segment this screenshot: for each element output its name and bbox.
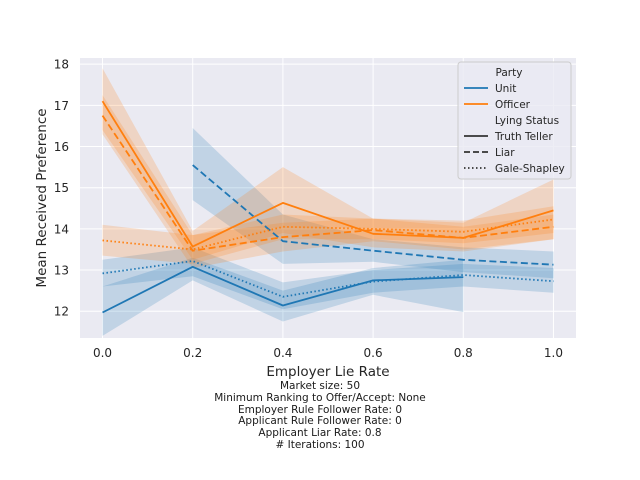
y-tick-label: 18 bbox=[54, 58, 69, 72]
y-axis-label: Mean Received Preference bbox=[34, 108, 50, 287]
line-unit-truth-teller bbox=[102, 265, 464, 314]
caption-iterations: # Iterations: 100 bbox=[275, 438, 365, 451]
legend-style-title: Lying Status bbox=[495, 115, 559, 127]
caption-applicant-rule-follower-rate: Applicant Rule Follower Rate: 0 bbox=[238, 415, 402, 428]
x-tick-label: 0.4 bbox=[273, 346, 292, 360]
line-officer-truth-teller bbox=[101, 100, 554, 248]
legend-liar-label: Liar bbox=[495, 147, 515, 159]
y-tick-label: 16 bbox=[54, 140, 69, 154]
legend-gale-shapley-label: Gale-Shapley bbox=[495, 163, 565, 175]
series-lines bbox=[101, 100, 554, 314]
y-tick-labels: 12 13 14 15 16 17 18 bbox=[54, 58, 69, 319]
caption-minimum-ranking: Minimum Ranking to Offer/Accept: None bbox=[214, 391, 426, 404]
y-tick-label: 17 bbox=[54, 99, 69, 113]
caption: Market size: 50 Minimum Ranking to Offer… bbox=[0, 380, 640, 452]
legend: Party Unit Officer Lying Status Truth Te… bbox=[457, 61, 572, 180]
legend-officer-label: Officer bbox=[495, 99, 531, 111]
line-unit-gale-shapley bbox=[102, 260, 554, 298]
band-officer-truth-teller bbox=[102, 68, 554, 260]
legend-unit-label: Unit bbox=[495, 83, 516, 95]
x-tick-labels: 0.0 0.2 0.4 0.6 0.8 1.0 bbox=[93, 346, 563, 360]
line-officer-gale-shapley bbox=[102, 218, 554, 251]
legend-truth-teller-label: Truth Teller bbox=[494, 131, 553, 143]
line-officer-liar bbox=[101, 115, 554, 252]
x-tick-label: 0.6 bbox=[364, 346, 383, 360]
x-axis-label: Employer Lie Rate bbox=[266, 364, 389, 380]
legend-box bbox=[457, 61, 572, 180]
caption-applicant-liar-rate: Applicant Liar Rate: 0.8 bbox=[258, 427, 382, 440]
caption-employer-rule-follower-rate: Employer Rule Follower Rate: 0 bbox=[237, 403, 403, 416]
y-tick-label: 12 bbox=[54, 305, 69, 319]
x-tick-label: 0.8 bbox=[454, 346, 473, 360]
band-officer-liar bbox=[102, 95, 554, 268]
line-unit-liar bbox=[192, 164, 554, 266]
band-unit-gale-shapley bbox=[102, 247, 554, 310]
band-officer-gale-shapley bbox=[102, 206, 554, 264]
x-tick-label: 0.0 bbox=[93, 346, 112, 360]
x-tick-label: 0.2 bbox=[183, 346, 202, 360]
legend-hue-title: Party bbox=[496, 67, 523, 79]
y-tick-label: 14 bbox=[54, 222, 69, 236]
x-tick-label: 1.0 bbox=[544, 346, 563, 360]
caption-market-size: Market size: 50 bbox=[279, 380, 361, 392]
y-tick-label: 13 bbox=[54, 264, 69, 278]
y-tick-label: 15 bbox=[54, 181, 69, 195]
